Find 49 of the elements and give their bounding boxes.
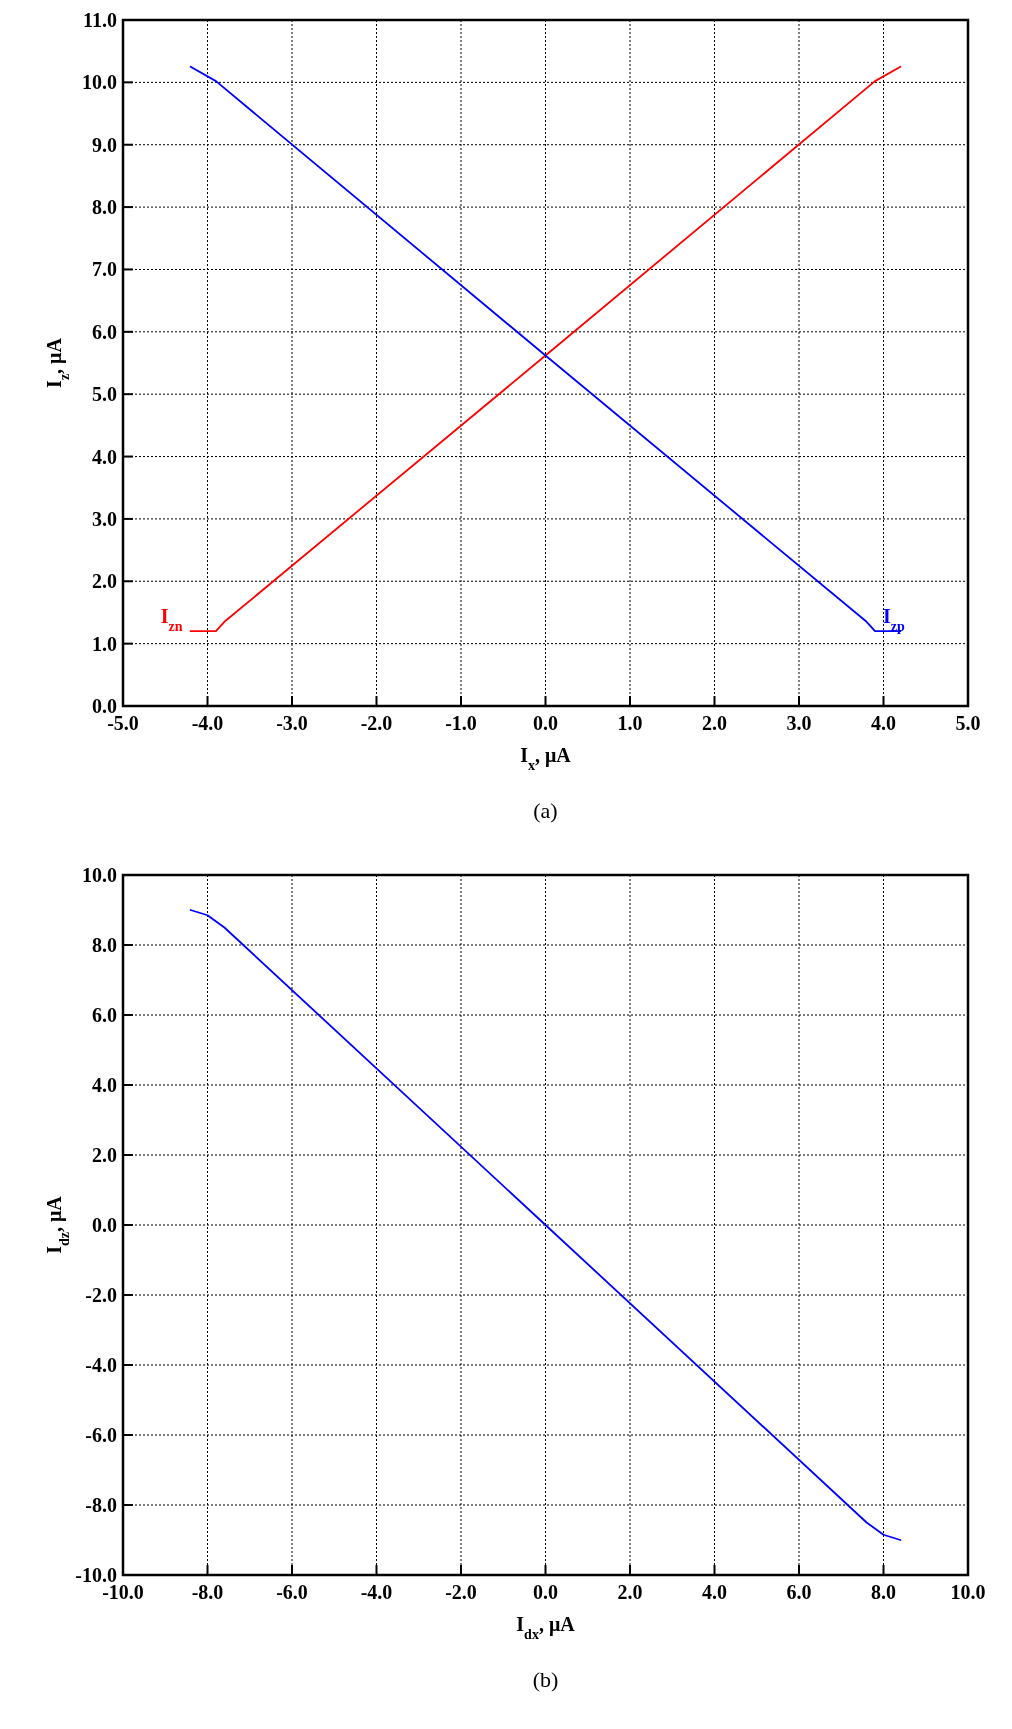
y-tick-label: 4.0 xyxy=(92,1074,117,1096)
y-tick-label: 3.0 xyxy=(92,507,117,530)
series-label: I$_{zn}$ xyxy=(160,605,183,634)
text: (b) xyxy=(532,1667,559,1692)
x-tick-label: -4.0 xyxy=(360,1581,393,1603)
x-tick-label: 6.0 xyxy=(786,1581,812,1603)
y-tick-label: 11.0 xyxy=(83,9,117,31)
x-tick-label: 0.0 xyxy=(533,712,558,734)
x-tick-label: -3.0 xyxy=(276,712,308,734)
x-tick-label: -4.0 xyxy=(191,712,224,734)
x-tick-label: 4.0 xyxy=(702,1581,727,1603)
x-tick-label: -2.0 xyxy=(360,712,393,734)
x-tick-label: -6.0 xyxy=(276,1581,308,1603)
y-tick-label: 9.0 xyxy=(92,133,117,156)
x-tick-label: -8.0 xyxy=(191,1581,224,1603)
x-tick-label: -1.0 xyxy=(445,712,477,734)
x-tick-label: 1.0 xyxy=(617,712,643,734)
y-tick-label: 7.0 xyxy=(92,258,117,281)
x-tick-label: 3.0 xyxy=(786,712,812,734)
y-tick-label: 0.0 xyxy=(92,1214,117,1236)
y-tick-label: 8.0 xyxy=(92,934,117,956)
x-tick-label: 2.0 xyxy=(702,712,727,734)
y-tick-label: -2.0 xyxy=(85,1284,117,1306)
y-tick-label: -4.0 xyxy=(85,1354,117,1376)
y-tick-label: 6.0 xyxy=(92,320,117,343)
x-tick-label: 2.0 xyxy=(617,1581,643,1603)
x-tick-label: 0.0 xyxy=(533,1581,558,1603)
series-label: I$_{zp}$ xyxy=(883,605,906,634)
y-tick-label: 8.0 xyxy=(92,196,117,219)
x-axis-title: I$_{dx}$, μA xyxy=(516,1613,576,1642)
y-tick-label: -6.0 xyxy=(85,1424,117,1446)
y-tick-label: 6.0 xyxy=(92,1004,117,1026)
y-tick-label: 2.0 xyxy=(92,1144,117,1166)
y-tick-label: 10.0 xyxy=(82,864,117,886)
x-tick-label: 8.0 xyxy=(871,1581,896,1603)
x-tick-label: 5.0 xyxy=(955,712,981,734)
x-axis-title: I$_{x}$, μA xyxy=(520,744,572,773)
x-tick-label: 10.0 xyxy=(950,1581,986,1603)
text: (a) xyxy=(533,798,558,823)
y-tick-label: 4.0 xyxy=(92,445,117,468)
y-tick-label: 5.0 xyxy=(92,383,117,406)
line-series xyxy=(189,909,902,1541)
y-tick-label: -10.0 xyxy=(75,1564,117,1586)
y-tick-label: 10.0 xyxy=(82,71,117,94)
x-tick-label: -2.0 xyxy=(445,1581,477,1603)
y-tick-label: 2.0 xyxy=(92,570,117,593)
y-tick-label: 1.0 xyxy=(92,632,117,655)
y-tick-label: -8.0 xyxy=(85,1494,117,1516)
x-tick-label: 4.0 xyxy=(871,712,896,734)
